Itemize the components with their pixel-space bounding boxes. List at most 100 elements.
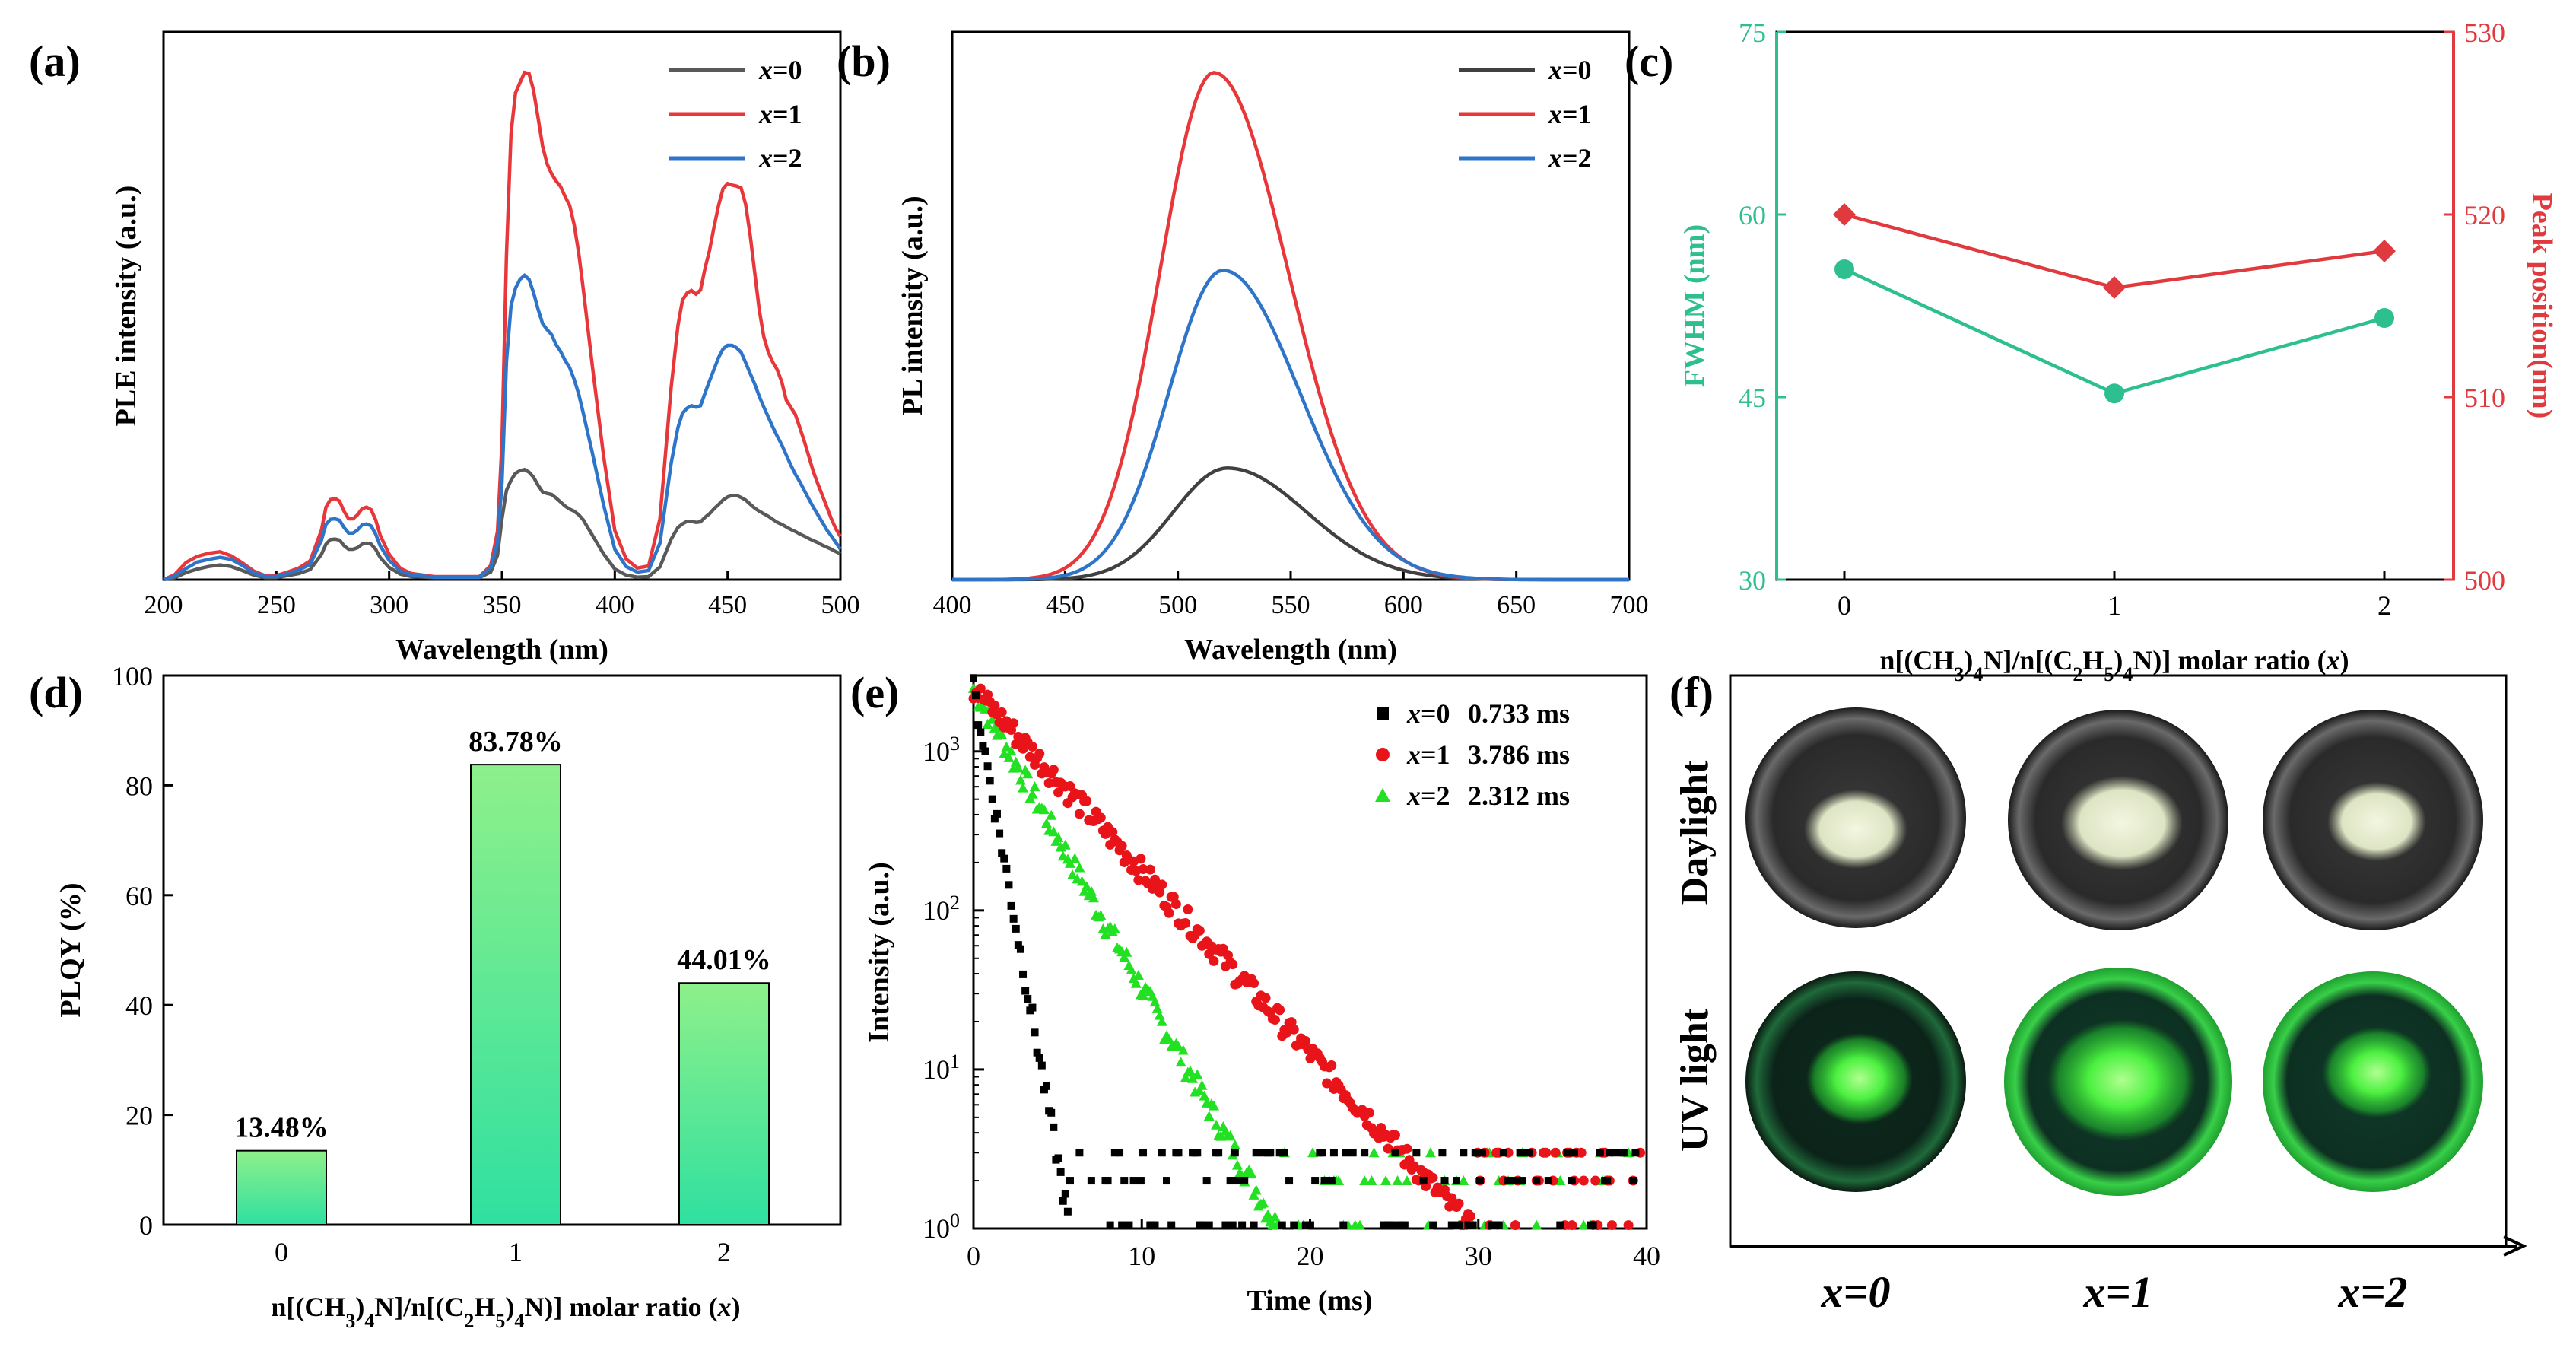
data-point-x0 bbox=[1056, 1168, 1065, 1176]
data-point-x2 bbox=[1067, 869, 1078, 879]
data-point-x0 bbox=[1568, 1177, 1576, 1185]
data-point-x0 bbox=[1452, 1177, 1460, 1185]
data-point-x0 bbox=[1464, 1221, 1472, 1229]
data-point-x1 bbox=[1453, 1198, 1464, 1209]
data-point-x2 bbox=[1333, 1175, 1345, 1186]
data-point-x2 bbox=[1022, 768, 1034, 779]
data-point-x2 bbox=[1078, 885, 1090, 896]
data-point-x2 bbox=[1046, 809, 1057, 820]
data-point-x2 bbox=[1041, 818, 1053, 828]
data-point-x2 bbox=[1184, 1065, 1196, 1076]
data-point-peak bbox=[2373, 240, 2396, 262]
data-point-x1 bbox=[1428, 1172, 1438, 1183]
data-point-x1 bbox=[1402, 1143, 1412, 1154]
y-tick-label-right: 520 bbox=[2464, 200, 2505, 230]
bar-data-label: 83.78% bbox=[469, 726, 563, 758]
data-point-x0 bbox=[1043, 1082, 1051, 1090]
panel-a-plot: 200 250 300 350 400 450 500 bbox=[145, 70, 860, 619]
panel-d-ylabel: PLQY (%) bbox=[55, 883, 87, 1018]
data-point-x0 bbox=[993, 809, 1001, 818]
data-point-x0 bbox=[1339, 1221, 1348, 1229]
data-point-x0 bbox=[1063, 1207, 1072, 1216]
x-tick-label: 30 bbox=[1465, 1241, 1492, 1271]
data-point-x1 bbox=[1228, 959, 1238, 970]
data-point-x2 bbox=[1081, 881, 1092, 892]
data-point-fwhm bbox=[2374, 308, 2394, 328]
data-point-x0 bbox=[1556, 1221, 1564, 1229]
data-point-x2 bbox=[1224, 1130, 1236, 1140]
data-point-x0 bbox=[1619, 1149, 1628, 1157]
panel-b-ylabel: PL intensity (a.u.) bbox=[897, 195, 929, 415]
data-point-x2 bbox=[1425, 1147, 1436, 1158]
data-point-x0 bbox=[1342, 1149, 1350, 1157]
data-point-x0 bbox=[1320, 1177, 1329, 1185]
y-tick-label: 60 bbox=[125, 881, 153, 911]
data-point-x0 bbox=[1526, 1149, 1534, 1157]
powder-sample bbox=[2061, 776, 2183, 870]
data-point-x0 bbox=[1280, 1149, 1288, 1157]
x-tick-label: 20 bbox=[1297, 1241, 1324, 1271]
data-point-x0 bbox=[1259, 1149, 1267, 1157]
y-tick-label: 103 bbox=[923, 733, 960, 767]
panel-c-label: (c) bbox=[1625, 37, 1673, 86]
y-tick-label: 102 bbox=[923, 892, 960, 926]
legend-marker bbox=[1376, 748, 1390, 761]
data-point-x2 bbox=[1199, 1090, 1210, 1101]
data-point-x2 bbox=[1180, 1072, 1191, 1082]
panel-d-xlabel: n[(CH3)4N]/n[(C2H5)4N)] molar ratio (x) bbox=[271, 1292, 740, 1332]
data-point-x0 bbox=[970, 674, 977, 682]
data-point-x2 bbox=[1005, 745, 1017, 756]
data-point-x1 bbox=[1576, 1147, 1587, 1158]
panel-d-label: (d) bbox=[29, 668, 83, 717]
y-tick-label: 100 bbox=[923, 1210, 960, 1244]
data-point-x0 bbox=[972, 691, 980, 700]
panel-b-xlabel: Wavelength (nm) bbox=[1184, 634, 1397, 666]
data-point-x2 bbox=[1100, 929, 1111, 939]
data-point-x0 bbox=[977, 728, 985, 736]
data-point-x1 bbox=[975, 683, 986, 694]
photo-row-label-daylight: Daylight bbox=[1673, 760, 1717, 905]
data-point-x1 bbox=[1383, 1143, 1393, 1154]
legend-label: x=2 bbox=[758, 143, 802, 173]
data-point-x0 bbox=[1629, 1177, 1637, 1185]
data-point-x2 bbox=[1177, 1044, 1189, 1055]
y-tick-label-right: 530 bbox=[2464, 17, 2505, 48]
data-point-x0 bbox=[1118, 1221, 1126, 1229]
data-point-x0 bbox=[1050, 1123, 1058, 1131]
data-point-x0 bbox=[1631, 1149, 1640, 1157]
data-point-x0 bbox=[1228, 1221, 1237, 1229]
data-point-x0 bbox=[1007, 901, 1015, 910]
data-point-x2 bbox=[1211, 1119, 1222, 1130]
data-point-x2 bbox=[1059, 839, 1071, 850]
data-point-x0 bbox=[1419, 1177, 1428, 1185]
data-point-x1 bbox=[989, 700, 1000, 710]
data-point-x2 bbox=[1208, 1100, 1219, 1111]
data-point-x2 bbox=[1029, 781, 1040, 792]
data-point-fwhm bbox=[2104, 383, 2124, 404]
data-point-x0 bbox=[1499, 1149, 1507, 1157]
panel-f-label: (f) bbox=[1669, 668, 1714, 717]
y-tick-label-right: 500 bbox=[2464, 565, 2505, 596]
data-point-x2 bbox=[1076, 876, 1088, 886]
data-point-x1 bbox=[1116, 841, 1127, 851]
data-point-x0 bbox=[1075, 1149, 1084, 1157]
data-point-x2 bbox=[1164, 1033, 1175, 1044]
data-point-x0 bbox=[1215, 1149, 1223, 1157]
x-tick-label: 200 bbox=[145, 591, 183, 619]
data-point-x1 bbox=[1541, 1147, 1552, 1158]
data-point-x2 bbox=[1095, 910, 1107, 920]
data-point-x0 bbox=[1301, 1221, 1310, 1229]
data-point-x1 bbox=[1170, 899, 1181, 910]
panel-e-label: (e) bbox=[850, 668, 899, 717]
data-point-x1 bbox=[1288, 1024, 1299, 1035]
data-point-x2 bbox=[1088, 892, 1099, 903]
data-point-x0 bbox=[1570, 1149, 1578, 1157]
data-point-x2 bbox=[1307, 1147, 1319, 1158]
data-point-x0 bbox=[1460, 1149, 1468, 1157]
data-point-x1 bbox=[1590, 1175, 1601, 1186]
x-tick-label: 40 bbox=[1633, 1241, 1660, 1271]
data-point-x0 bbox=[1252, 1149, 1260, 1157]
data-point-x0 bbox=[1024, 995, 1032, 1003]
data-point-x0 bbox=[1012, 924, 1020, 933]
panel-c-plot: 0 1 2 30 45 60 75 500 510 520 530 bbox=[1739, 17, 2505, 621]
